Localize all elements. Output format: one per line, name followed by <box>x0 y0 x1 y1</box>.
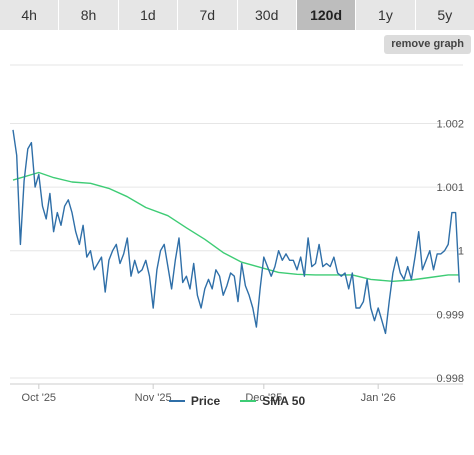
y-tick-label: 0.998 <box>436 373 464 385</box>
series-line-price <box>12 129 460 335</box>
x-tick-label: Jan '26 <box>361 392 396 404</box>
x-tick-label: Oct '25 <box>22 392 57 404</box>
legend-item-price[interactable]: Price <box>168 394 221 408</box>
range-button-1d[interactable]: 1d <box>118 0 179 30</box>
range-button-5y[interactable]: 5y <box>415 0 474 30</box>
range-button-4h[interactable]: 4h <box>0 0 60 30</box>
x-tick-label: Nov '25 <box>135 392 172 404</box>
chart-legend: Price SMA 50 <box>0 392 474 410</box>
time-range-selector: 4h 8h 1d 7d 30d 120d 1y 5y <box>0 0 474 30</box>
legend-item-sma-50[interactable]: SMA 50 <box>240 394 305 408</box>
range-button-7d[interactable]: 7d <box>178 0 238 30</box>
y-axis-ticks: 0.998 0.999 1 1.001 1.002 <box>436 119 464 385</box>
chart-series <box>12 129 460 335</box>
y-tick-label: 1.001 <box>436 182 464 194</box>
range-button-8h[interactable]: 8h <box>59 0 119 30</box>
legend-label-price: Price <box>190 394 221 408</box>
legend-swatch-sma-50 <box>240 400 257 402</box>
chart-grid <box>10 64 463 385</box>
y-tick-label: 1 <box>458 246 464 258</box>
range-button-1y[interactable]: 1y <box>356 0 416 30</box>
range-button-30d[interactable]: 30d <box>237 0 297 30</box>
legend-swatch-price <box>168 400 185 402</box>
series-line-sma-50 <box>12 171 460 282</box>
legend-label-sma-50: SMA 50 <box>262 394 306 408</box>
y-tick-label: 1.002 <box>436 119 464 131</box>
y-tick-label: 0.999 <box>436 309 464 321</box>
range-button-120d[interactable]: 120d <box>296 0 357 30</box>
remove-graph-button[interactable]: remove graph <box>384 35 471 54</box>
